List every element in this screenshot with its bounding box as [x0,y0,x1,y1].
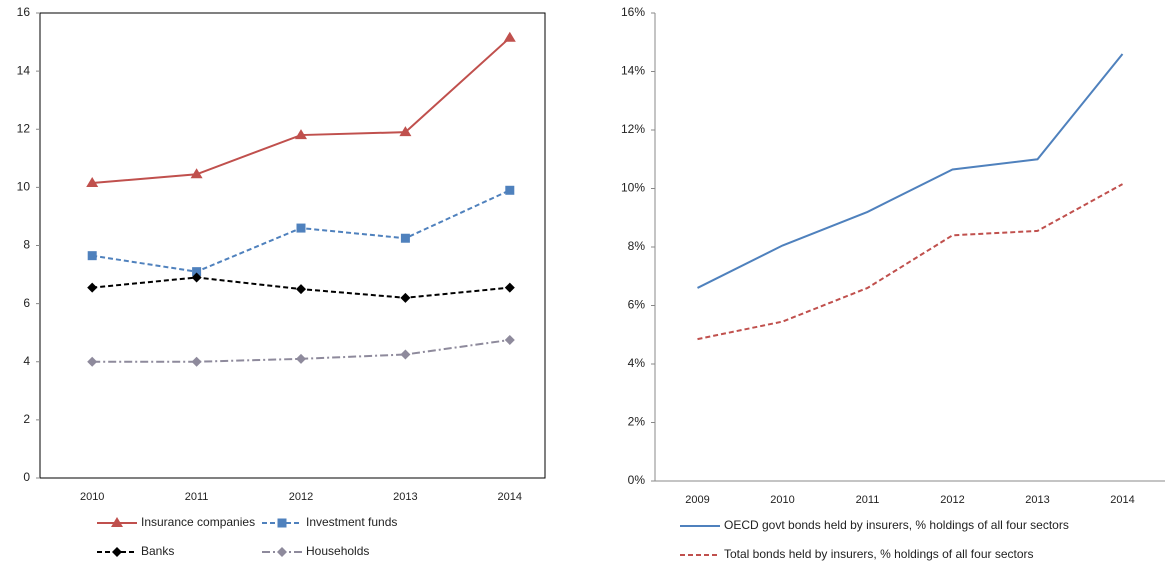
legend-label: Insurance companies [141,515,255,529]
y-tick-label: 16 [17,5,31,19]
marker [399,126,412,137]
marker [190,168,203,179]
x-tick-label: 2014 [1110,494,1134,506]
plot-frame [39,12,546,479]
legend-label: OECD govt bonds held by insurers, % hold… [724,518,1069,532]
series-line [697,183,1123,341]
y-tick-label: 12 [17,121,31,135]
y-tick-label: 2 [23,412,30,426]
x-tick-label: 2011 [185,491,209,503]
x-tick-label: 2013 [1025,494,1049,506]
y-tick-label: 6% [628,298,646,312]
x-tick-label: 2012 [940,494,964,506]
marker [296,353,306,364]
marker [296,284,306,295]
x-tick-label: 2010 [80,491,104,503]
marker [277,518,287,528]
y-tick-label: 0 [23,470,30,484]
marker [504,334,515,345]
series-line [92,36,511,185]
marker [296,223,306,233]
y-tick-label: 2% [628,415,646,429]
y-tick-label: 14% [621,64,645,78]
legend-label: Total bonds held by insurers, % holdings… [724,547,1034,561]
y-tick-label: 12% [621,122,645,136]
marker [400,349,411,360]
y-tick-label: 4% [628,356,646,370]
x-tick-label: 2012 [289,491,313,503]
y-tick-label: 14 [17,63,31,77]
y-tick-label: 10 [17,180,31,194]
x-tick-label: 2014 [498,491,522,503]
marker [295,129,307,140]
marker [87,282,98,293]
marker [112,547,122,557]
marker [277,547,287,557]
marker [505,185,515,195]
marker [503,31,516,42]
x-tick-label: 2010 [770,494,794,506]
series-line [697,53,1124,289]
legend-label: Households [306,544,369,558]
marker [191,356,202,367]
y-tick-label: 6 [23,296,30,310]
marker [191,272,202,283]
marker [192,267,202,277]
marker [504,282,515,293]
y-tick-label: 16% [621,5,645,19]
marker [400,233,410,243]
y-tick-label: 10% [621,181,645,195]
legend-label: Banks [141,544,174,558]
y-tick-label: 4 [23,354,30,368]
marker [111,517,123,527]
y-tick-label: 0% [628,473,646,487]
marker [86,177,99,188]
x-tick-label: 2011 [856,494,880,506]
x-tick-label: 2009 [685,494,709,506]
marker [87,251,97,261]
y-tick-label: 8 [23,238,30,252]
x-tick-label: 2013 [393,491,417,503]
legend-label: Investment funds [306,515,397,529]
marker [400,292,411,303]
y-tick-label: 8% [628,239,646,253]
marker [87,356,98,367]
